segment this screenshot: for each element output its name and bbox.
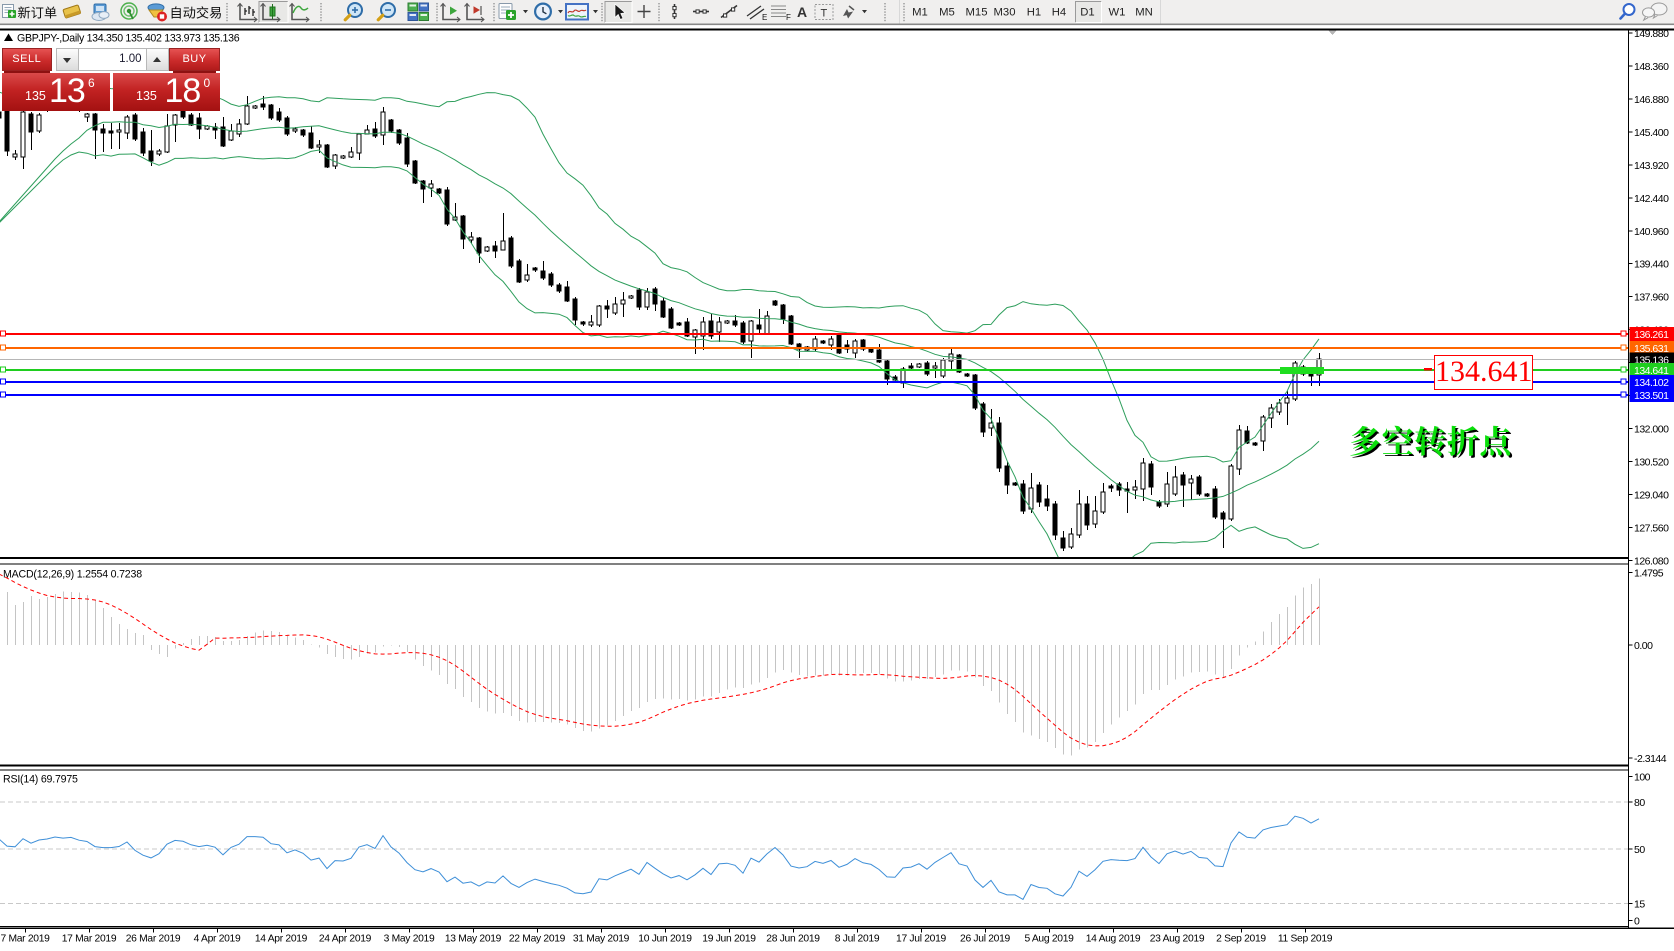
svg-text:3 May 2019: 3 May 2019 [384, 934, 435, 945]
svg-text:50: 50 [1634, 844, 1645, 856]
svg-text:1.4795: 1.4795 [1634, 568, 1664, 580]
svg-text:14 Apr 2019: 14 Apr 2019 [255, 934, 308, 945]
svg-text:137.960: 137.960 [1634, 292, 1669, 304]
svg-text:80: 80 [1634, 797, 1645, 809]
svg-text:100: 100 [1634, 772, 1651, 784]
svg-text:M30: M30 [994, 7, 1016, 19]
svg-text:8 Jul 2019: 8 Jul 2019 [835, 934, 880, 945]
svg-text:4 Apr 2019: 4 Apr 2019 [194, 934, 241, 945]
svg-text:127.560: 127.560 [1634, 522, 1669, 534]
svg-text:MN: MN [1135, 7, 1153, 19]
svg-text:7 Mar 2019: 7 Mar 2019 [0, 934, 50, 945]
svg-text:2 Sep 2019: 2 Sep 2019 [1216, 934, 1266, 945]
svg-text:130.520: 130.520 [1634, 457, 1669, 469]
svg-text:134.641: 134.641 [1634, 365, 1669, 377]
svg-text:17 Jul 2019: 17 Jul 2019 [896, 934, 947, 945]
svg-text:140.960: 140.960 [1634, 226, 1669, 238]
svg-text:26 Mar 2019: 26 Mar 2019 [126, 934, 181, 945]
svg-text:10 Jun 2019: 10 Jun 2019 [638, 934, 692, 945]
svg-text:13 May 2019: 13 May 2019 [445, 934, 502, 945]
svg-text:F: F [786, 13, 791, 22]
svg-text:11 Sep 2019: 11 Sep 2019 [1278, 934, 1333, 945]
svg-text:26 Jul 2019: 26 Jul 2019 [960, 934, 1011, 945]
svg-text:142.440: 142.440 [1634, 193, 1669, 205]
svg-text:22 May 2019: 22 May 2019 [509, 934, 566, 945]
svg-text:W1: W1 [1109, 7, 1126, 19]
svg-text:0: 0 [1634, 916, 1640, 928]
svg-text:136.261: 136.261 [1634, 329, 1669, 341]
svg-text:D1: D1 [1080, 7, 1094, 19]
svg-text:31 May 2019: 31 May 2019 [573, 934, 630, 945]
svg-text:5 Aug 2019: 5 Aug 2019 [1024, 934, 1074, 945]
svg-text:143.920: 143.920 [1634, 160, 1669, 172]
svg-text:19 Jun 2019: 19 Jun 2019 [702, 934, 756, 945]
svg-text:126.080: 126.080 [1634, 555, 1669, 567]
svg-text:M1: M1 [912, 7, 928, 19]
svg-text:145.400: 145.400 [1634, 127, 1669, 139]
svg-text:E: E [762, 13, 767, 22]
svg-text:28 Jun 2019: 28 Jun 2019 [766, 934, 820, 945]
svg-text:14 Aug 2019: 14 Aug 2019 [1086, 934, 1141, 945]
svg-text:15: 15 [1634, 899, 1645, 911]
svg-text:GBPJPY-,Daily 134.350 135.402: GBPJPY-,Daily 134.350 135.402 133.973 13… [17, 33, 240, 45]
svg-text:T: T [821, 8, 828, 20]
svg-text:132.000: 132.000 [1634, 424, 1669, 436]
svg-text:129.040: 129.040 [1634, 489, 1669, 501]
svg-text:23 Aug 2019: 23 Aug 2019 [1150, 934, 1205, 945]
svg-text:146.880: 146.880 [1634, 94, 1669, 106]
svg-text:RSI(14) 69.7975: RSI(14) 69.7975 [3, 774, 78, 786]
svg-text:H4: H4 [1052, 7, 1066, 19]
svg-text:MACD(12,26,9) 1.2554 0.7238: MACD(12,26,9) 1.2554 0.7238 [3, 569, 142, 581]
svg-text:-2.3144: -2.3144 [1634, 753, 1667, 765]
svg-text:24 Apr 2019: 24 Apr 2019 [319, 934, 372, 945]
svg-text:134.102: 134.102 [1634, 377, 1669, 389]
svg-text:133.501: 133.501 [1634, 390, 1669, 402]
svg-text:148.360: 148.360 [1634, 61, 1669, 73]
svg-text:149.880: 149.880 [1634, 28, 1669, 40]
svg-text:0.00: 0.00 [1634, 640, 1653, 652]
svg-text:135.631: 135.631 [1634, 343, 1669, 355]
svg-text:A: A [797, 4, 807, 20]
svg-text:139.440: 139.440 [1634, 259, 1669, 271]
svg-text:17 Mar 2019: 17 Mar 2019 [62, 934, 117, 945]
svg-text:H1: H1 [1027, 7, 1041, 19]
svg-text:M15: M15 [966, 7, 988, 19]
svg-text:M5: M5 [939, 7, 955, 19]
